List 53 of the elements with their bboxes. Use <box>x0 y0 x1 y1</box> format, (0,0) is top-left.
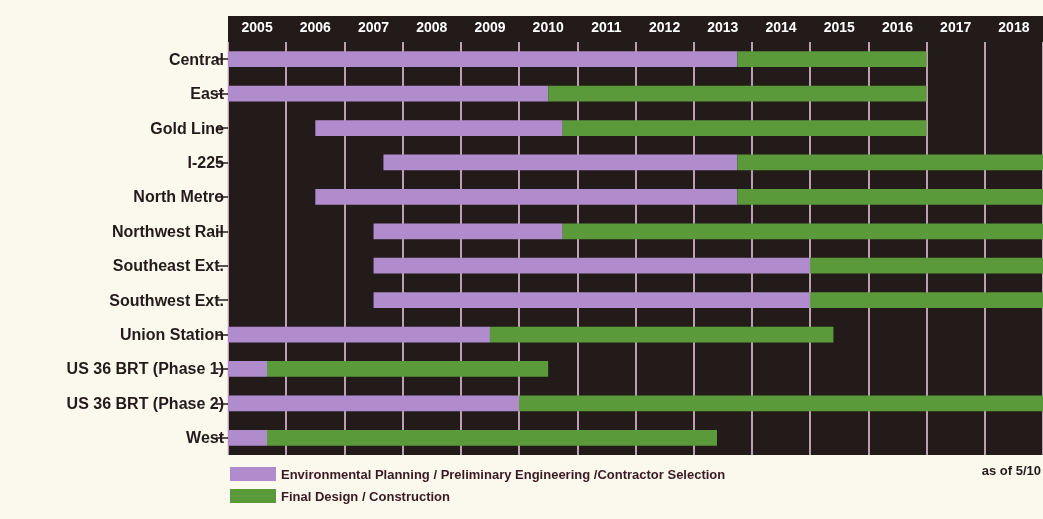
y-tick-label: US 36 BRT (Phase 2) <box>66 394 224 412</box>
y-tick-label: West <box>186 429 225 447</box>
x-tick-label: 2010 <box>532 19 564 35</box>
bar <box>737 51 927 68</box>
y-tick-label: Gold Line <box>150 119 225 137</box>
y-tick-label: US 36 BRT (Phase 1) <box>66 360 224 378</box>
legend-label: Final Design / Construction <box>281 488 451 504</box>
legend-label: Environmental Planning / Preliminary Engineering /Contractor Selection <box>281 466 726 482</box>
x-tick-label: 2015 <box>823 19 856 35</box>
bar <box>228 85 549 102</box>
y-tick-label: Central <box>168 50 224 68</box>
text: as of 5/10 <box>981 463 1042 478</box>
x-tick-label: 2013 <box>707 19 739 35</box>
bar <box>228 429 267 446</box>
x-tick-label: 2008 <box>416 19 448 35</box>
bar <box>228 51 738 68</box>
bar <box>548 85 927 102</box>
x-tick-label: 2016 <box>881 19 914 35</box>
bar <box>383 154 738 171</box>
y-tick-label: Union Station <box>120 326 224 344</box>
bar <box>315 188 738 205</box>
bar <box>315 120 563 136</box>
x-tick-label: 2014 <box>765 19 797 35</box>
bar <box>373 223 563 240</box>
bar <box>810 257 1043 274</box>
bar <box>489 326 834 343</box>
bar <box>373 292 811 309</box>
y-tick-label: Southeast Ext. <box>112 257 224 275</box>
bar <box>810 292 1043 309</box>
x-tick-label: 2017 <box>940 19 972 35</box>
bar <box>737 154 1043 171</box>
y-tick-label: North Metro <box>133 188 225 206</box>
x-tick-label: 2007 <box>357 19 390 35</box>
y-tick-label: I-225 <box>187 153 225 171</box>
x-tick-label: 2011 <box>591 19 622 35</box>
bar <box>228 361 267 377</box>
bar <box>737 188 1043 205</box>
bar <box>267 429 717 446</box>
bar <box>228 326 490 343</box>
bar <box>267 361 549 377</box>
bar <box>228 395 520 412</box>
x-tick-label: 2005 <box>241 19 273 35</box>
bar <box>373 257 811 274</box>
bar <box>562 223 1043 240</box>
x-tick-label: 2012 <box>649 19 681 35</box>
x-tick-label: 2006 <box>299 19 332 35</box>
x-tick-label: 2018 <box>998 19 1030 35</box>
bar <box>562 120 927 136</box>
x-tick-label: 2009 <box>474 19 506 35</box>
y-tick-label: East <box>190 85 225 103</box>
y-tick-label: Northwest Rail <box>111 222 224 240</box>
y-tick-label: Southwest Ext. <box>109 291 224 309</box>
bar <box>519 395 1043 412</box>
